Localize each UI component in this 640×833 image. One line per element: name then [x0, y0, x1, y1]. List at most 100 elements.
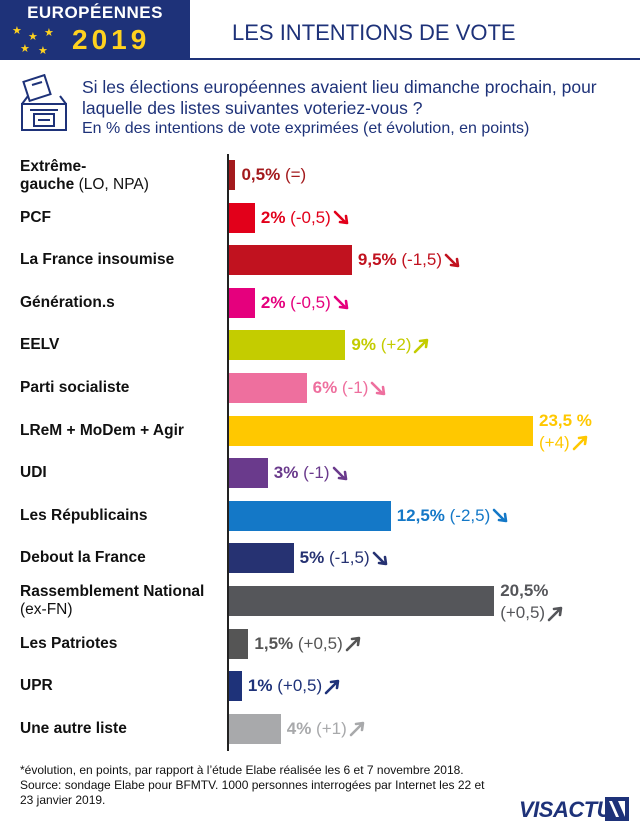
arrow-down-icon	[333, 296, 349, 310]
category-label: Les Patriotes	[20, 634, 118, 652]
bar	[229, 500, 391, 531]
value-change: (+0,5)	[500, 603, 546, 622]
value-label: 1,5% (+0,5)	[254, 633, 362, 655]
bar	[229, 330, 346, 361]
value-percent: 20,5%	[500, 581, 549, 600]
value-label: 12,5% (-2,5)	[397, 505, 511, 527]
value-change: (-1)	[303, 463, 330, 483]
value-label: 9% (+2)	[351, 334, 431, 356]
value-label: 1% (+0,5)	[248, 675, 342, 697]
europeennes-badge: EUROPÉENNES 2019 ★ ★ ★ ★ ★	[0, 0, 190, 60]
footnote: *évolution, en points, par rapport à l’é…	[20, 763, 485, 807]
value-label: 0,5% (=)	[241, 164, 306, 186]
header: EUROPÉENNES 2019 ★ ★ ★ ★ ★ LES INTENTION…	[0, 0, 640, 68]
arrow-up-icon	[349, 722, 365, 737]
value-change: (-1,5)	[328, 548, 370, 568]
bar	[229, 160, 236, 190]
bar	[229, 628, 249, 659]
bar	[229, 586, 495, 616]
category-label: Rassemblement National (ex-FN)	[20, 583, 204, 619]
chart-axis	[227, 154, 229, 751]
visactu-logo: VISACTU	[519, 793, 629, 827]
category-label-detail: (LO, NPA)	[74, 176, 149, 193]
category-label-line1: Rassemblement National	[20, 583, 205, 600]
category-label: EELV	[20, 336, 60, 354]
bar	[229, 287, 255, 318]
arrow-up-icon	[324, 679, 340, 695]
bar	[229, 671, 242, 702]
value-percent: 9,5%	[357, 250, 397, 270]
value-percent: 1%	[247, 676, 273, 696]
value-percent: 9%	[351, 335, 376, 355]
category-label: UPR	[20, 677, 53, 695]
logo-mark-icon	[605, 797, 629, 821]
arrow-up-icon	[572, 435, 588, 451]
category-label-line2: gauche	[20, 176, 75, 193]
value-label: 2% (-0,5)	[261, 207, 351, 229]
value-percent: 23,5 %	[539, 410, 592, 430]
arrow-down-icon	[372, 551, 387, 566]
value-percent: 2%	[260, 292, 286, 312]
star-icon: ★	[12, 25, 22, 37]
survey-question: Si les élections européennes avaient lie…	[82, 77, 597, 118]
value-change: (-1)	[341, 378, 369, 397]
chart-subtitle: En % des intentions de vote exprimées (e…	[82, 120, 530, 137]
star-icon: ★	[28, 31, 38, 43]
category-label: Debout la France	[20, 549, 146, 567]
value-label: 5% (-1,5)	[300, 547, 390, 569]
arrow-up-icon	[414, 338, 429, 354]
arrow-down-icon	[333, 210, 349, 225]
value-label: 6% (-1)	[313, 377, 389, 399]
arrow-down-icon	[332, 466, 347, 481]
star-icon: ★	[38, 45, 48, 57]
category-label: LReM + MoDem + Agir	[20, 421, 184, 439]
header-title: LES INTENTIONS DE VOTE	[232, 20, 516, 45]
value-label: 2% (-0,5)	[261, 292, 351, 314]
value-label: 4% (+1)	[287, 718, 367, 740]
value-label: 9,5% (-1,5)	[358, 249, 462, 271]
value-label: 20,5% (+0,5)	[500, 580, 565, 624]
arrow-up-icon	[547, 606, 563, 621]
category-label: PCF	[20, 208, 51, 226]
value-label: 3% (-1)	[274, 462, 350, 484]
value-change: (+0,5)	[277, 676, 323, 696]
bar	[229, 713, 281, 744]
category-label: La France insoumise	[20, 251, 175, 269]
logo-text: VISACTU	[519, 797, 613, 822]
value-change: (+1)	[316, 718, 347, 738]
badge-top-text: EUROPÉENNES	[27, 3, 163, 22]
value-percent: 5%	[299, 548, 325, 568]
arrow-up-icon	[345, 636, 361, 652]
category-label-detail: (ex-FN)	[20, 601, 73, 618]
arrow-down-icon	[444, 253, 460, 268]
value-percent: 2%	[260, 207, 286, 227]
bar	[229, 415, 533, 446]
category-label: Les Républicains	[20, 506, 148, 524]
value-percent: 6%	[312, 378, 338, 397]
value-percent: 1,5%	[254, 633, 294, 653]
value-change: (-0,5)	[290, 292, 331, 312]
value-label: 23,5 % (+4)	[539, 410, 592, 454]
category-label: Parti socialiste	[20, 379, 130, 396]
value-change: (+0,5)	[297, 633, 343, 653]
star-icon: ★	[20, 43, 30, 55]
arrow-down-icon	[492, 509, 508, 523]
bar	[229, 543, 294, 574]
value-change: (-1,5)	[401, 250, 442, 270]
ballot-box-icon	[21, 74, 67, 131]
category-label: UDI	[20, 464, 47, 482]
bar	[229, 245, 352, 276]
value-change: (=)	[284, 165, 307, 184]
category-label: Extrême-gauche (LO, NPA)	[20, 158, 149, 194]
star-icon: ★	[44, 27, 54, 39]
value-percent: 3%	[273, 463, 299, 483]
bar	[229, 373, 307, 403]
value-change: (+2)	[380, 335, 412, 355]
value-percent: 12,5%	[396, 505, 445, 525]
value-change: (-2,5)	[449, 505, 491, 525]
category-label-line1: Extrême-	[20, 158, 87, 175]
bar	[229, 458, 268, 489]
value-change: (-0,5)	[290, 207, 331, 227]
header-divider	[190, 58, 640, 60]
value-change: (+4)	[539, 432, 570, 452]
